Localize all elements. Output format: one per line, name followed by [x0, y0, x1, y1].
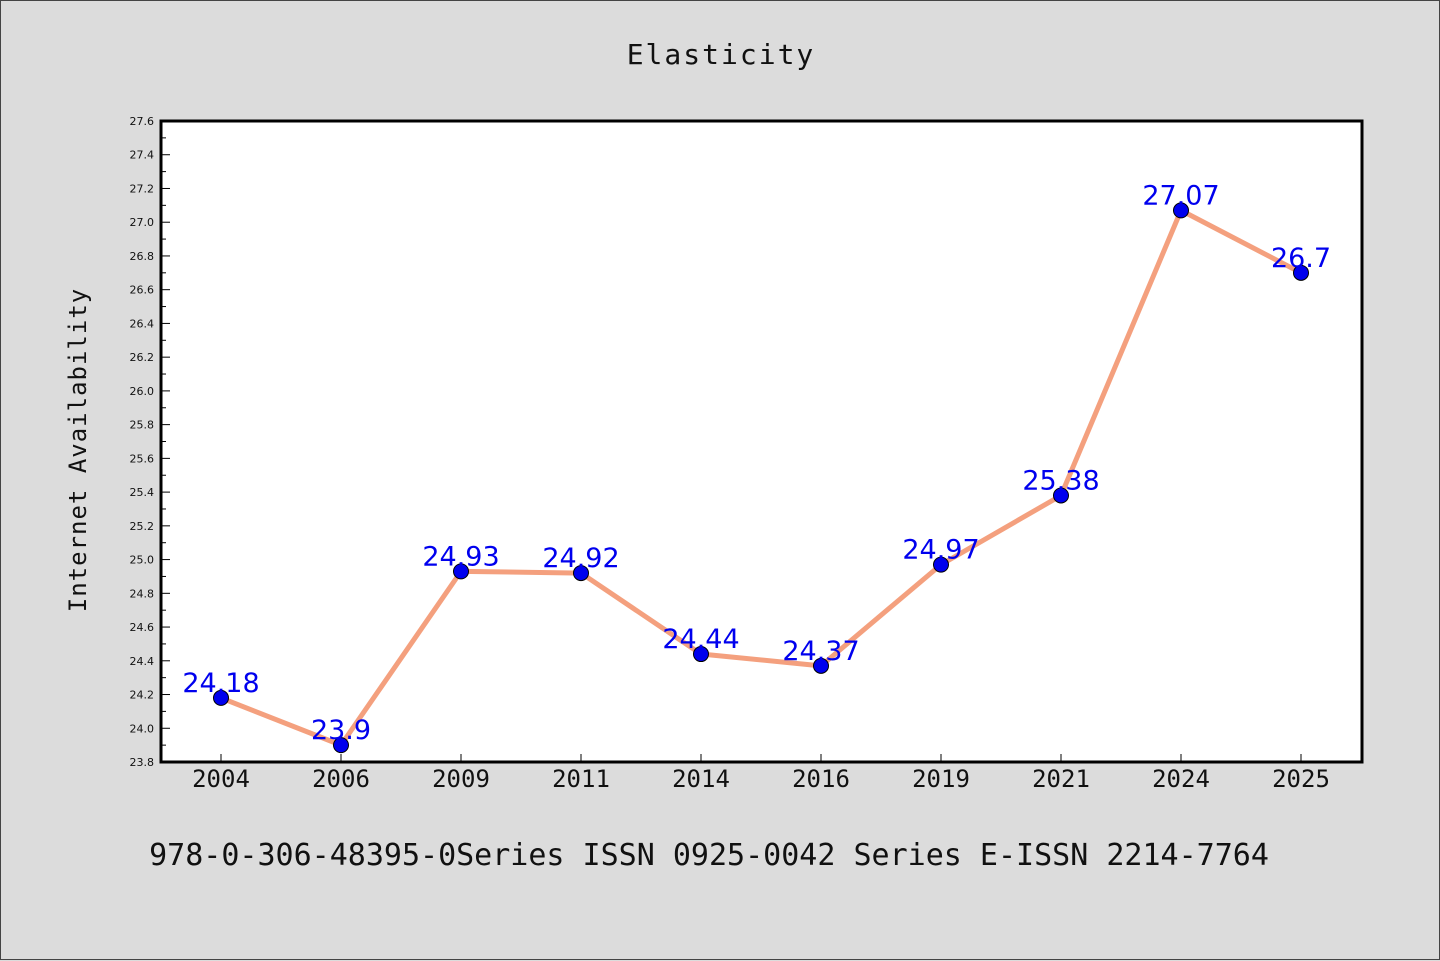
data-label: 24.93	[422, 541, 499, 572]
y-tick-label: 27.4	[130, 149, 155, 162]
y-tick-label: 26.8	[130, 250, 155, 263]
y-tick-label: 26.4	[130, 317, 155, 330]
y-tick-label: 25.6	[130, 452, 155, 465]
data-point-marker	[933, 556, 949, 573]
y-tick-label: 24.8	[130, 587, 155, 600]
data-label: 24.92	[542, 543, 619, 574]
data-label: 24.18	[182, 668, 259, 699]
x-tick-label: 2009	[432, 765, 490, 793]
markers-layer	[213, 202, 1309, 754]
data-point-marker	[813, 657, 829, 674]
data-label: 25.38	[1022, 465, 1099, 496]
x-tick-label: 2014	[672, 765, 730, 793]
data-label: 26.7	[1271, 243, 1331, 274]
y-tick-label: 24.6	[130, 621, 155, 634]
y-tick-label: 26.6	[130, 284, 155, 297]
x-tick-label: 2019	[912, 765, 970, 793]
series-line	[218, 207, 1304, 748]
plot-border	[159, 119, 1364, 764]
x-tick-label: 2004	[192, 765, 250, 793]
x-tick-label: 2011	[552, 765, 610, 793]
y-tick-label: 27.2	[130, 182, 155, 195]
y-tick-label: 24.2	[130, 689, 155, 702]
y-tick-label: 24.4	[130, 655, 155, 668]
y-tick-label: 27.6	[130, 115, 155, 128]
y-tick-label: 25.2	[130, 520, 155, 533]
plot-area	[161, 121, 1362, 762]
y-tick-label: 24.0	[130, 722, 155, 735]
x-tick-label: 2024	[1152, 765, 1210, 793]
x-tick-label: 2016	[792, 765, 850, 793]
y-tick-label: 23.8	[130, 756, 155, 769]
data-label: 23.9	[311, 715, 371, 746]
data-point-marker	[1053, 487, 1069, 504]
caption-text: 978-0-306-48395-0Series ISSN 0925-0042 S…	[149, 838, 1269, 873]
x-tick-label: 2021	[1032, 765, 1090, 793]
data-label: 24.44	[662, 624, 739, 655]
data-label: 24.97	[902, 535, 979, 566]
y-axis-label: Internet Availability	[64, 288, 92, 612]
data-label: 24.37	[782, 636, 859, 667]
y-tick-label: 25.0	[130, 554, 155, 567]
data-point-marker	[1293, 264, 1309, 281]
chart-title: Elasticity	[627, 38, 816, 71]
data-point-marker	[453, 563, 469, 580]
data-point-marker	[1173, 202, 1189, 219]
x-tick-label: 2006	[312, 765, 370, 793]
data-point-marker	[693, 646, 709, 663]
y-tick-label: 26.0	[130, 385, 155, 398]
series-line-layer	[218, 207, 1304, 748]
x-tick-label: 2025	[1272, 765, 1330, 793]
y-tick-label: 26.2	[130, 351, 155, 364]
data-point-marker	[573, 565, 589, 582]
axis-ticks: 23.8 24.0 24.2 24.4 24.6 24.8 25.0 25.2 25.4 25.6…	[130, 115, 1330, 793]
y-tick-label: 27.0	[130, 216, 155, 229]
y-tick-label: 25.8	[130, 419, 155, 432]
data-label: 27.07	[1142, 180, 1219, 211]
data-point-marker	[213, 689, 229, 706]
y-tick-label: 25.4	[130, 486, 155, 499]
data-point-marker	[333, 737, 349, 754]
data-labels-layer: 24.18 23.9 24.93 24.92 24.44 24.37 24.97 25.38 2…	[182, 180, 1331, 746]
